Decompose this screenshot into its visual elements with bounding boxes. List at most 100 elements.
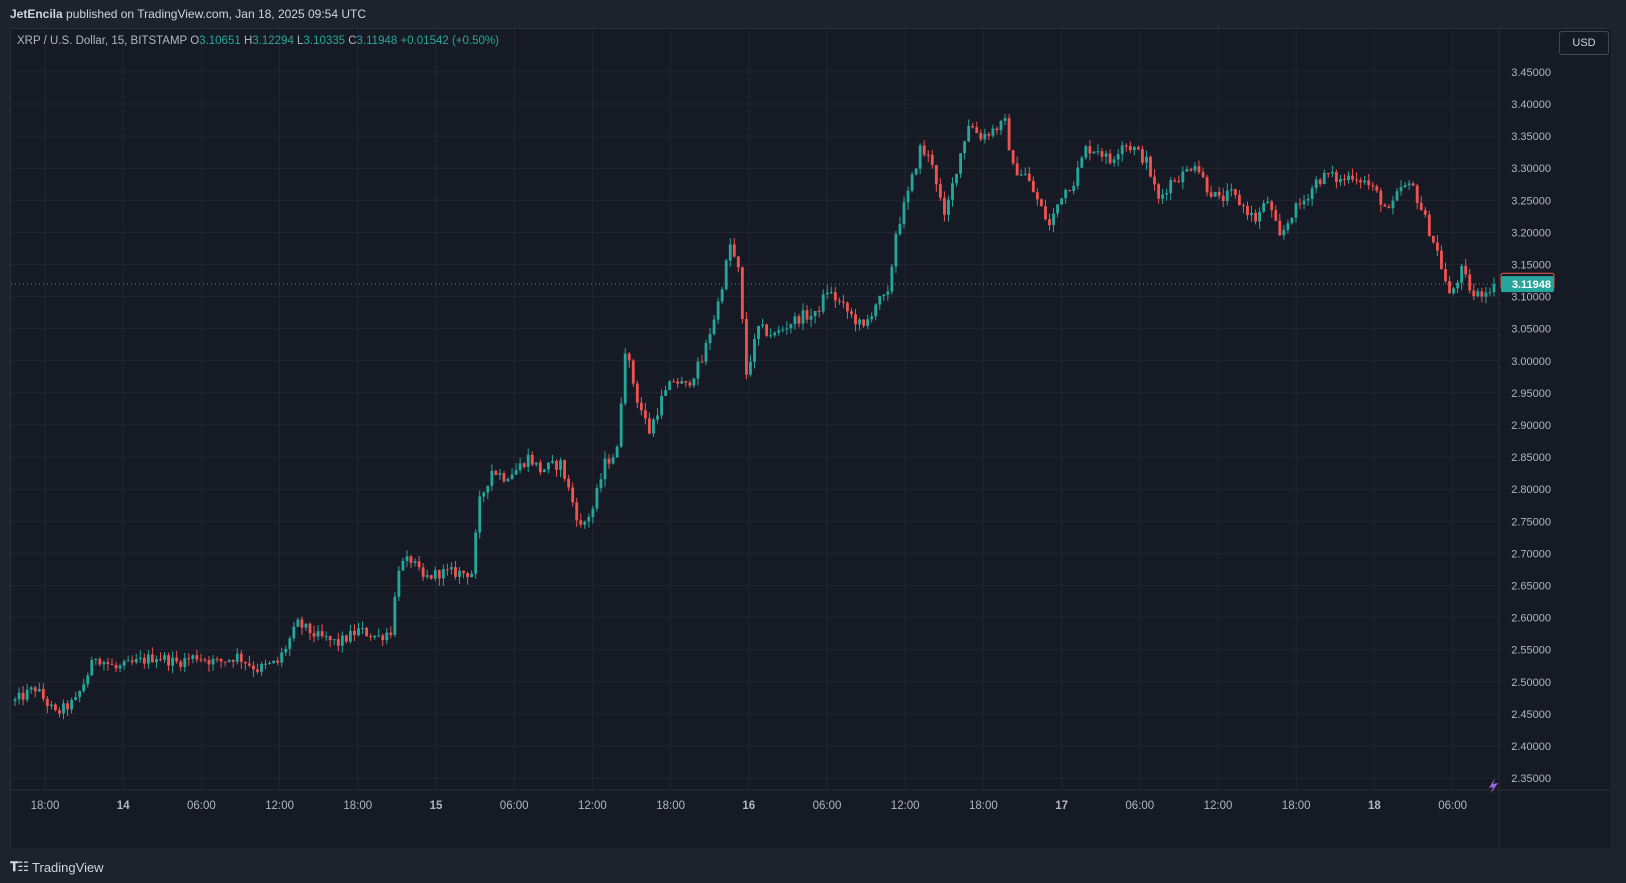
- candle-body: [1064, 189, 1068, 199]
- candle-body: [1415, 185, 1419, 203]
- candle-body: [656, 415, 659, 420]
- candle-body: [247, 663, 251, 666]
- candle-body: [934, 165, 938, 185]
- candle-body: [1270, 201, 1274, 211]
- candle-body: [199, 659, 203, 661]
- candle-body: [1427, 214, 1431, 237]
- candle-body: [1484, 292, 1488, 297]
- candle-body: [805, 310, 809, 320]
- candle-body: [1229, 189, 1233, 191]
- candle-body: [1431, 236, 1435, 243]
- candle-body: [86, 675, 90, 685]
- candle-body: [930, 154, 934, 166]
- candle-body: [401, 560, 405, 571]
- candle-body: [1314, 179, 1318, 189]
- candle-body: [33, 687, 37, 692]
- candle-body: [292, 626, 296, 639]
- candle-body: [623, 353, 627, 404]
- candle-body: [284, 648, 288, 653]
- candle-body: [1351, 175, 1354, 180]
- candle-body: [559, 460, 562, 470]
- candle-body: [1104, 153, 1108, 157]
- candle-body: [454, 567, 457, 577]
- candle-body: [1153, 176, 1156, 185]
- x-tick-label: 18:00: [343, 800, 372, 812]
- chart-frame[interactable]: 3.45000 3.40000 3.35000 3.30000 3.25000 3.200…: [10, 28, 1611, 848]
- candle-body: [450, 567, 453, 570]
- y-tick-label: 3.25000: [1511, 195, 1551, 207]
- candle-body: [975, 127, 979, 134]
- candle-body: [837, 300, 841, 302]
- candle-body: [159, 659, 162, 661]
- candle-body: [1225, 190, 1229, 202]
- candle-body: [142, 657, 146, 664]
- open-label: O: [190, 35, 200, 47]
- candle-body: [377, 635, 381, 637]
- candle-body: [1452, 288, 1455, 294]
- candle-body: [260, 663, 263, 672]
- candle-body: [664, 390, 668, 396]
- candle-body: [90, 659, 94, 676]
- candle-body: [110, 664, 114, 666]
- candle-body: [385, 632, 389, 641]
- candle-body: [268, 662, 272, 664]
- candle-body: [62, 703, 65, 714]
- currency-button[interactable]: USD: [1559, 31, 1609, 55]
- y-tick-label: 3.20000: [1511, 227, 1551, 239]
- candle-body: [510, 474, 514, 479]
- candle-body: [951, 183, 954, 200]
- candle-body: [462, 570, 465, 574]
- candle-body: [130, 660, 134, 663]
- y-tick-label: 2.45000: [1511, 709, 1551, 721]
- candle-body: [167, 655, 170, 666]
- candle-body: [498, 473, 502, 475]
- y-tick-label: 2.65000: [1511, 581, 1551, 593]
- x-tick-label: 18:00: [969, 800, 998, 812]
- candle-body: [215, 658, 219, 660]
- candle-body: [433, 570, 437, 579]
- candle-body: [1371, 185, 1375, 187]
- candle-body: [918, 145, 922, 169]
- candle-body: [102, 662, 106, 665]
- candle-body: [171, 657, 175, 666]
- candle-body: [502, 473, 506, 482]
- candle-body: [66, 703, 69, 710]
- candle-body: [850, 311, 853, 315]
- candle-body: [227, 659, 231, 662]
- price-chart[interactable]: 3.45000 3.40000 3.35000 3.30000 3.25000 3.200…: [11, 29, 1611, 848]
- candle-body: [1185, 169, 1189, 172]
- candle-body: [571, 487, 575, 503]
- candle-body: [631, 360, 635, 384]
- candle-body: [890, 266, 894, 292]
- candle-body: [70, 699, 74, 710]
- footer: 𝐓☷ TradingView: [0, 852, 1626, 883]
- symbol-title[interactable]: XRP / U.S. Dollar, 15, BITSTAMP: [17, 35, 188, 47]
- author-name[interactable]: JetEncila: [10, 7, 63, 21]
- candle-body: [684, 380, 688, 383]
- candle-body: [183, 658, 187, 667]
- candle-body: [789, 324, 793, 329]
- candle-body: [1084, 146, 1088, 158]
- candle-body: [1379, 190, 1383, 205]
- x-tick-label: 06:00: [187, 800, 216, 812]
- candle-body: [1286, 223, 1290, 230]
- candle-body: [579, 520, 583, 525]
- top-bar: JetEncila published on TradingView.com, …: [0, 0, 1626, 28]
- candle-body: [757, 325, 760, 340]
- candle-body: [530, 454, 534, 465]
- x-tick-label: 18:00: [1282, 800, 1311, 812]
- candle-body: [1189, 169, 1193, 171]
- candle-body: [324, 636, 328, 638]
- candle-body: [627, 353, 631, 361]
- candle-body: [1258, 211, 1262, 222]
- tradingview-brand[interactable]: 𝐓☷ TradingView: [10, 859, 104, 875]
- candle-body: [1423, 210, 1427, 215]
- candle-body: [801, 310, 805, 324]
- candle-body: [1209, 192, 1213, 197]
- candle-body: [272, 660, 276, 663]
- candle-body: [413, 561, 417, 563]
- candle-body: [155, 659, 158, 663]
- candle-body: [482, 492, 486, 497]
- candle-body: [1124, 145, 1128, 147]
- candle-body: [753, 339, 756, 362]
